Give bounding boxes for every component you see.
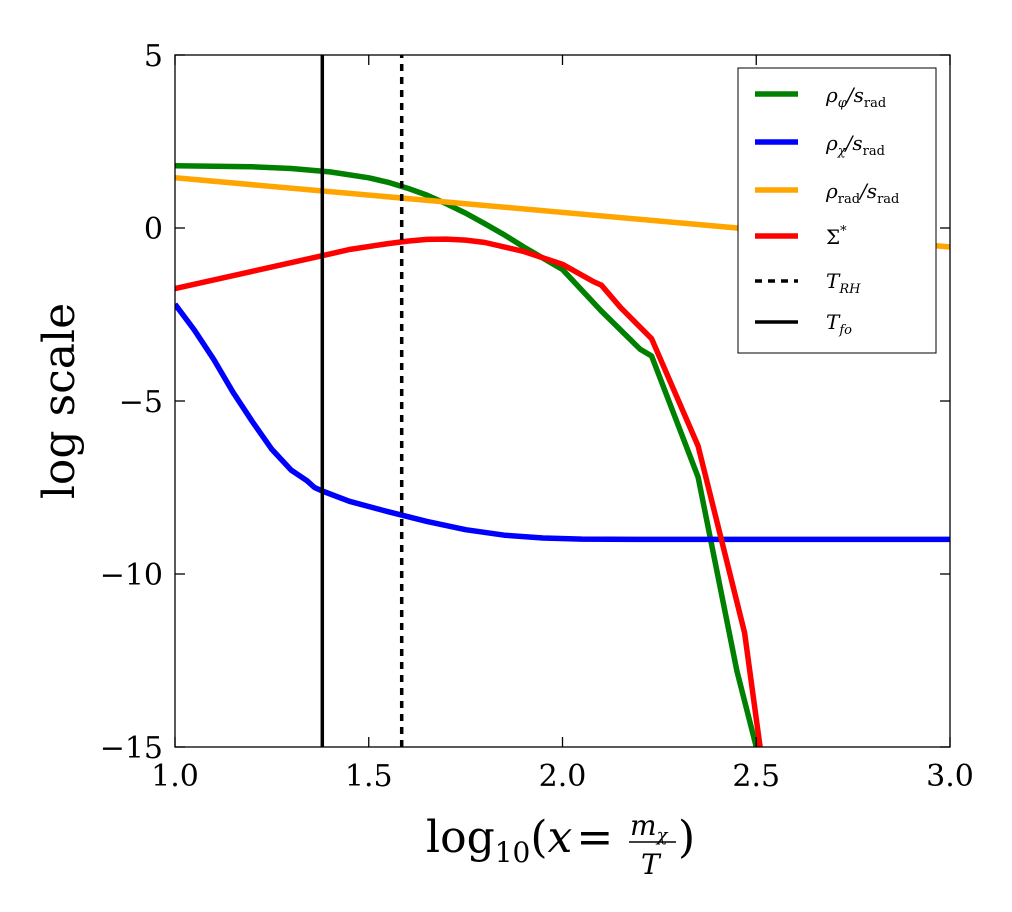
x-tick-label: 3.0 xyxy=(926,759,974,794)
x-axis-title-left: log10(x= xyxy=(426,812,613,869)
x-axis-title-frac-num: mχ xyxy=(630,809,669,846)
legend: ρφ/srad ρχ/srad ρrad/srad Σ* TRH Tfo xyxy=(737,67,937,354)
y-tick-label: −15 xyxy=(100,731,163,766)
series-line-0 xyxy=(175,162,759,747)
x-axis-title-frac-den: T xyxy=(641,848,662,881)
legend-label-sigma-star: Σ* xyxy=(826,224,847,249)
x-axis-title-right: ) xyxy=(678,812,695,863)
series-line-3 xyxy=(175,236,763,747)
legend-entry-rho-phi: ρφ/srad xyxy=(755,83,886,111)
y-tick-label: −5 xyxy=(119,385,163,420)
x-tick-label: 2.5 xyxy=(732,759,780,794)
y-tick-label: 0 xyxy=(144,212,163,247)
y-axis-title: log scale xyxy=(34,303,85,499)
legend-entry-sigma-star: Σ* xyxy=(755,224,847,249)
ticks-layer: 1.0 1.5 2.0 2.5 3.0 5 0 −5 −10 −15 xyxy=(100,39,974,794)
y-tick-label: −10 xyxy=(100,558,163,593)
legend-box xyxy=(737,67,937,354)
x-axis-title: log10(x= mχ T ) xyxy=(426,809,695,881)
series-line-1 xyxy=(175,302,950,543)
x-tick-label: 1.5 xyxy=(345,759,393,794)
series-layer xyxy=(175,55,950,747)
x-tick-label: 1.0 xyxy=(151,759,199,794)
x-tick-label: 2.0 xyxy=(539,759,587,794)
y-tick-label: 5 xyxy=(144,39,163,74)
legend-label-rho-phi: ρφ/srad xyxy=(825,83,886,111)
plot-frame xyxy=(174,54,951,748)
